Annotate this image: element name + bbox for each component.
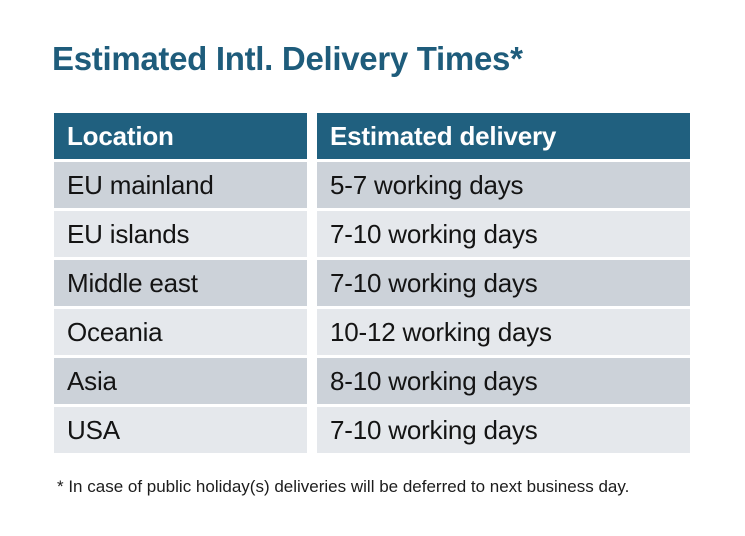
table-cell-location: Middle east [54,260,307,306]
table-cell-location: Asia [54,358,307,404]
footnote: * In case of public holiday(s) deliverie… [57,477,630,496]
table-cell-delivery: 7-10 working days [317,407,690,453]
column-header-location: Location [54,113,307,159]
page-title: Estimated Intl. Delivery Times* [52,40,523,77]
table-cell-location: EU mainland [54,162,307,208]
table-cell-delivery: 10-12 working days [317,309,690,355]
table-cell-delivery: 7-10 working days [317,260,690,306]
delivery-table: Location Estimated delivery EU mainland … [54,113,690,453]
table-cell-delivery: 8-10 working days [317,358,690,404]
column-header-estimated-delivery: Estimated delivery [317,113,690,159]
table-cell-location: EU islands [54,211,307,257]
table-cell-delivery: 5-7 working days [317,162,690,208]
table-cell-delivery: 7-10 working days [317,211,690,257]
table-cell-location: USA [54,407,307,453]
table-cell-location: Oceania [54,309,307,355]
